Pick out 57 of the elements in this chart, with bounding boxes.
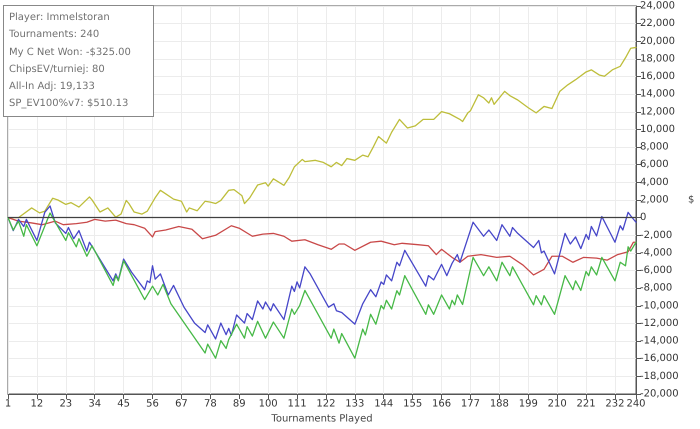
- y-tick-label: -14,000: [640, 336, 679, 347]
- x-tick-label: 45: [117, 398, 130, 410]
- y-tick-label: 6,000: [640, 159, 669, 170]
- x-tick-label: 1: [4, 398, 12, 410]
- x-tick-label: 23: [59, 398, 72, 410]
- x-tick-label: 111: [287, 398, 307, 410]
- y-tick-label: 20,000: [640, 36, 675, 47]
- x-tick-label: 78: [204, 398, 217, 410]
- x-tick-label: 210: [548, 398, 567, 410]
- y-tick-label: -16,000: [640, 353, 679, 364]
- annotation: Tournaments: 240: [9, 28, 100, 42]
- x-tick-label: 221: [576, 398, 596, 410]
- line-series: [7, 212, 637, 359]
- annotation: SP_EV100%v7: $510.13: [9, 97, 130, 112]
- y-tick-label: -8,000: [640, 282, 672, 294]
- y-tick-label: -10,000: [640, 300, 679, 312]
- x-tick-label: 144: [374, 398, 394, 410]
- y-tick-label: 22,000: [640, 18, 675, 30]
- y-tick-label: 14,000: [640, 88, 675, 100]
- annotation: All-In Adj: 19,133: [9, 80, 96, 94]
- x-tick-label: 67: [175, 398, 188, 410]
- line-series: [7, 216, 637, 276]
- y-tick-label: 8,000: [640, 142, 669, 153]
- y-tick-label: 18,000: [640, 53, 675, 64]
- x-tick-label: 199: [518, 398, 538, 410]
- x-axis-title: Tournaments Played: [270, 414, 373, 424]
- x-tick-label: 155: [403, 398, 422, 410]
- y-tick-label: 10,000: [640, 124, 675, 135]
- x-tick-label: 12: [30, 398, 44, 410]
- x-tick-label: 232: [605, 398, 625, 410]
- x-tick-label: 89: [232, 398, 246, 410]
- line-series: [7, 205, 637, 340]
- x-tick-label: 188: [490, 398, 509, 410]
- y-tick-label: -6,000: [640, 265, 672, 276]
- x-tick-label: 166: [432, 398, 452, 410]
- annotation: ChipsEV/turniej: 80: [9, 62, 106, 77]
- x-tick-label: 133: [345, 398, 364, 410]
- y-tick-label: -20,000: [640, 388, 679, 400]
- x-tick-label: 122: [316, 398, 336, 410]
- y-tick-label: 0: [640, 212, 646, 224]
- y-axis-title: $: [688, 194, 694, 206]
- x-tick-label: 100: [258, 398, 278, 410]
- y-tick-label: -4,000: [640, 247, 672, 258]
- x-tick-label: 177: [460, 398, 480, 410]
- y-tick-label: -18,000: [640, 370, 679, 382]
- y-tick-label: -12,000: [640, 318, 679, 329]
- annotation: Player: Immelstoran: [9, 11, 111, 25]
- y-tick-label: 2,000: [640, 194, 669, 206]
- y-tick-label: 16,000: [640, 71, 675, 82]
- y-tick-label: 4,000: [640, 176, 669, 188]
- y-tick-label: -2,000: [640, 230, 672, 241]
- x-tick-label: 56: [146, 398, 159, 410]
- y-tick-label: 12,000: [640, 106, 675, 118]
- x-tick-label: 34: [88, 398, 102, 410]
- y-tick-label: 24,000: [640, 0, 675, 12]
- annotation: My C Net Won: -$325.00: [9, 46, 132, 60]
- x-tick-label: 240: [626, 398, 646, 410]
